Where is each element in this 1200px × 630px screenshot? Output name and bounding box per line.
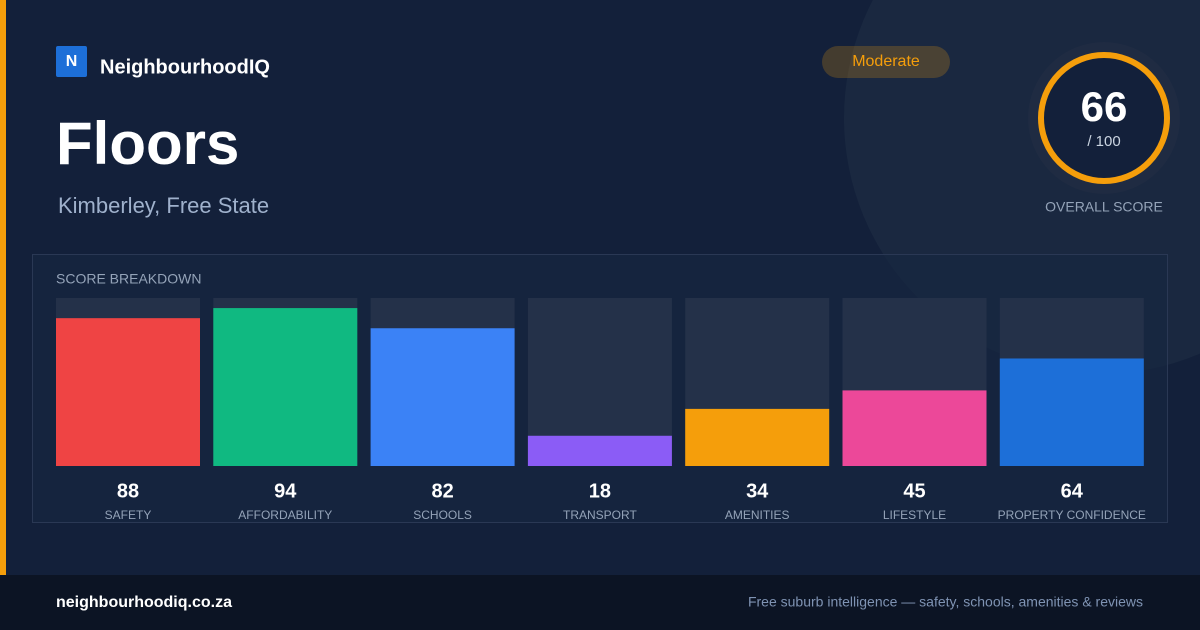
score-ring [1038, 52, 1170, 184]
bar-value: 18 [589, 480, 611, 502]
bar-label: TRANSPORT [563, 508, 637, 522]
bar-label: LIFESTYLE [883, 508, 946, 522]
title: Floors [56, 110, 239, 177]
bar [999, 358, 1144, 466]
bar-value: 94 [274, 480, 297, 502]
bar-label: PROPERTY CONFIDENCE [998, 508, 1146, 522]
subtitle: Kimberley, Free State [58, 193, 269, 218]
breakdown-title: SCORE BREAKDOWN [56, 271, 201, 287]
footer-tagline: Free suburb intelligence — safety, schoo… [748, 594, 1143, 610]
bar-label: SCHOOLS [413, 508, 472, 522]
bar [213, 308, 358, 466]
logo-letter: N [66, 53, 78, 70]
score-label: OVERALL SCORE [1045, 199, 1163, 215]
logo [56, 46, 87, 77]
bar [685, 408, 830, 466]
bar-value: 64 [1061, 480, 1084, 502]
footer [0, 575, 1200, 630]
badge-text: Moderate [852, 53, 920, 70]
footer-site: neighbourhoodiq.co.za [56, 594, 232, 611]
bar-value: 88 [117, 480, 139, 502]
score-value: 66 [1081, 83, 1128, 130]
bar [370, 328, 515, 466]
bar-value: 34 [746, 480, 769, 502]
bar [842, 390, 987, 466]
bar-label: AMENITIES [725, 508, 790, 522]
accent-stripe [0, 0, 6, 575]
bars: 88 SAFETY 94 AFFORDABILITY 82 SCHOOLS 18 TRANSP… [56, 298, 1146, 522]
score-max: / 100 [1087, 133, 1120, 150]
bar-value: 82 [431, 480, 453, 502]
bar [527, 435, 672, 466]
bar-value: 45 [903, 480, 925, 502]
bar-label: SAFETY [105, 508, 152, 522]
bar [56, 318, 200, 466]
badge [822, 46, 950, 78]
bar-label: AFFORDABILITY [238, 508, 332, 522]
brand-name: NeighbourhoodIQ [100, 56, 270, 78]
